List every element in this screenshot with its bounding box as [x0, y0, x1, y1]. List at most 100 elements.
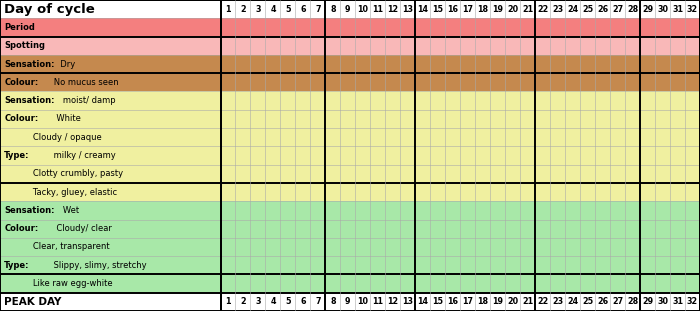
Text: 1: 1: [225, 5, 231, 14]
Text: Like raw egg-white: Like raw egg-white: [4, 279, 113, 288]
Text: 7: 7: [315, 5, 321, 14]
Text: No mucus seen: No mucus seen: [38, 78, 119, 87]
Text: 15: 15: [433, 297, 443, 306]
Bar: [0, 0, 700, 18]
Text: 22: 22: [537, 297, 548, 306]
Text: 18: 18: [477, 5, 489, 14]
Bar: [0, 110, 700, 128]
Text: 25: 25: [582, 5, 593, 14]
Text: Colour:: Colour:: [4, 78, 39, 87]
Text: 13: 13: [402, 297, 413, 306]
Text: 2: 2: [240, 5, 246, 14]
Text: 9: 9: [345, 5, 351, 14]
Text: 12: 12: [387, 297, 398, 306]
Text: 29: 29: [642, 5, 653, 14]
Bar: [0, 183, 700, 201]
Text: Slippy, slimy, stretchy: Slippy, slimy, stretchy: [29, 261, 146, 270]
Bar: [0, 73, 700, 91]
Text: 14: 14: [417, 297, 428, 306]
Text: Spotting: Spotting: [4, 41, 46, 50]
Text: 6: 6: [300, 297, 306, 306]
Text: 3: 3: [256, 297, 260, 306]
Text: 10: 10: [358, 297, 368, 306]
Text: 25: 25: [582, 297, 593, 306]
Text: 11: 11: [372, 297, 384, 306]
Text: 17: 17: [462, 297, 473, 306]
Text: Period: Period: [4, 23, 35, 32]
Text: 5: 5: [285, 297, 290, 306]
Text: milky / creamy: milky / creamy: [29, 151, 116, 160]
Text: Clear, transparent: Clear, transparent: [4, 243, 110, 252]
Text: Colour:: Colour:: [4, 224, 39, 233]
Text: 32: 32: [687, 297, 698, 306]
Text: 18: 18: [477, 297, 489, 306]
Text: 21: 21: [522, 5, 533, 14]
Text: 29: 29: [642, 297, 653, 306]
Text: 7: 7: [315, 297, 321, 306]
Text: moist/ damp: moist/ damp: [55, 96, 116, 105]
Text: Type:: Type:: [4, 261, 29, 270]
Text: 3: 3: [256, 5, 260, 14]
Text: Day of cycle: Day of cycle: [4, 3, 95, 16]
Text: 12: 12: [387, 5, 398, 14]
Text: Sensation:: Sensation:: [4, 59, 55, 68]
Bar: [0, 37, 700, 55]
Text: 5: 5: [285, 5, 290, 14]
Bar: [0, 18, 700, 37]
Text: 20: 20: [507, 297, 518, 306]
Bar: [0, 201, 700, 220]
Text: 27: 27: [612, 5, 623, 14]
Bar: [0, 146, 700, 165]
Bar: [0, 91, 700, 110]
Bar: [0, 274, 700, 293]
Text: 1: 1: [225, 297, 231, 306]
Text: 27: 27: [612, 297, 623, 306]
Text: 16: 16: [447, 5, 458, 14]
Text: 24: 24: [567, 5, 578, 14]
Text: 4: 4: [270, 5, 276, 14]
Text: 31: 31: [672, 5, 683, 14]
Text: 10: 10: [358, 5, 368, 14]
Text: 19: 19: [492, 297, 503, 306]
Text: 26: 26: [597, 5, 608, 14]
Text: 2: 2: [240, 297, 246, 306]
Text: 22: 22: [537, 5, 548, 14]
Text: Wet: Wet: [55, 206, 79, 215]
Text: Clotty crumbly, pasty: Clotty crumbly, pasty: [4, 169, 123, 178]
Text: PEAK DAY: PEAK DAY: [4, 297, 62, 307]
Text: 28: 28: [627, 297, 638, 306]
Text: Colour:: Colour:: [4, 114, 39, 123]
Text: Cloudy/ clear: Cloudy/ clear: [38, 224, 112, 233]
Text: 13: 13: [402, 5, 413, 14]
Text: 15: 15: [433, 5, 443, 14]
Bar: [0, 293, 700, 311]
Text: Type:: Type:: [4, 151, 29, 160]
Text: 8: 8: [330, 5, 336, 14]
Text: 9: 9: [345, 297, 351, 306]
Text: 8: 8: [330, 297, 336, 306]
Text: 23: 23: [552, 5, 564, 14]
Text: 30: 30: [657, 297, 668, 306]
Bar: [0, 128, 700, 146]
Text: 24: 24: [567, 297, 578, 306]
Text: Sensation:: Sensation:: [4, 96, 55, 105]
Text: 26: 26: [597, 297, 608, 306]
Bar: [0, 238, 700, 256]
Text: Cloudy / opaque: Cloudy / opaque: [4, 133, 102, 142]
Text: White: White: [38, 114, 81, 123]
Bar: [0, 165, 700, 183]
Bar: [0, 220, 700, 238]
Text: 16: 16: [447, 297, 458, 306]
Text: 28: 28: [627, 5, 638, 14]
Text: 17: 17: [462, 5, 473, 14]
Text: 21: 21: [522, 297, 533, 306]
Text: 19: 19: [492, 5, 503, 14]
Text: Sensation:: Sensation:: [4, 206, 55, 215]
Text: Tacky, gluey, elastic: Tacky, gluey, elastic: [4, 188, 118, 197]
Text: 30: 30: [657, 5, 668, 14]
Text: 4: 4: [270, 297, 276, 306]
Text: 6: 6: [300, 5, 306, 14]
Text: Dry: Dry: [55, 59, 75, 68]
Text: 11: 11: [372, 5, 384, 14]
Bar: [0, 55, 700, 73]
